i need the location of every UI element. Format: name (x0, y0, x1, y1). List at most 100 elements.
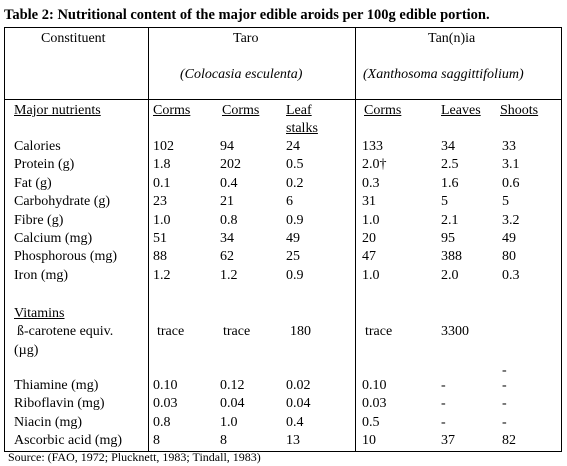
table-cell: 49 (502, 231, 516, 246)
table-cell: 0.8 (220, 212, 238, 228)
table-cell: 23 (153, 194, 167, 210)
table-cell: 0.9 (286, 212, 304, 228)
table-cell: 102 (153, 139, 174, 154)
table-cell: - (441, 378, 446, 393)
table-cell: 1.2 (153, 267, 171, 283)
carotene-value: 3300 (441, 324, 469, 339)
row-label: Fibre (g) (14, 212, 64, 228)
table-bottom-rule (4, 451, 562, 452)
table-cell: 133 (362, 139, 383, 154)
table-cell: 13 (286, 433, 300, 449)
table-cell: 5 (441, 194, 448, 210)
table-cell: 6 (286, 194, 293, 210)
table-cell: 3.2 (502, 212, 520, 228)
row-label: Fat (g) (14, 175, 52, 191)
table-cell: 0.5 (286, 157, 304, 173)
source-note: Source: (FAO, 1972; Plucknett, 1983; Tin… (8, 450, 261, 464)
table-top-rule (4, 27, 562, 28)
table-cell: 80 (502, 249, 516, 265)
row-label: Carbohydrate (g) (14, 194, 111, 210)
table-cell: 1.2 (220, 267, 238, 283)
table-left-border (4, 27, 5, 452)
table-title: Table 2: Nutritional content of the majo… (4, 7, 490, 23)
table-cell: 24 (286, 139, 300, 154)
table-cell: 0.10 (153, 378, 178, 393)
col-header-taro-corms-2: Corms (222, 103, 260, 118)
column-divider-1 (148, 27, 149, 452)
row-label: Calories (14, 139, 61, 154)
table-cell: 0.10 (362, 378, 387, 393)
table-cell: 1.8 (153, 157, 171, 173)
table-cell: 2.0† (362, 157, 387, 173)
table-cell: 1.0 (362, 212, 380, 228)
table-cell: 0.6 (502, 175, 520, 191)
table-cell: 2.0 (441, 267, 459, 283)
table-cell: 388 (441, 249, 462, 265)
table-cell: 0.4 (286, 414, 304, 430)
header-tannia-scientific: (Xanthosoma saggittifolium) (363, 67, 524, 82)
carotene-value: trace (223, 324, 251, 339)
carotene-value: trace (157, 324, 185, 339)
col-header-tannia-corms: Corms (364, 103, 402, 118)
carotene-value: 180 (290, 324, 311, 339)
table-cell: 1.0 (153, 212, 171, 228)
carotene-unit: (µg) (14, 343, 39, 358)
table-cell: 202 (220, 157, 241, 173)
table-cell: 21 (220, 194, 234, 210)
table-right-border (561, 27, 562, 452)
row-label: Protein (g) (14, 157, 75, 173)
table-cell: 88 (153, 249, 167, 265)
col-header-leaf-stalks-line2: stalks (286, 121, 318, 136)
table-cell: 34 (441, 139, 455, 154)
table-cell: 0.03 (153, 396, 178, 412)
table-cell: 1.0 (220, 414, 238, 430)
carotene-label: ß-carotene equiv. (17, 324, 114, 339)
table-cell: 34 (220, 231, 234, 246)
table-cell: 62 (220, 249, 234, 265)
table-cell: 31 (362, 194, 376, 210)
table-cell: 1.6 (441, 175, 459, 191)
table-cell: 3.1 (502, 157, 520, 173)
header-rule (4, 99, 562, 100)
table-cell: 47 (362, 249, 376, 265)
table-cell: 5 (502, 194, 509, 210)
col-header-shoots: Shoots (500, 103, 539, 118)
row-label: Thiamine (mg) (14, 378, 99, 393)
table-cell: - (502, 378, 507, 393)
row-label: Niacin (mg) (14, 414, 83, 430)
table-cell: 0.9 (286, 267, 304, 283)
table-cell: 0.3 (362, 175, 380, 191)
table-cell: 37 (441, 433, 455, 449)
table-cell: 0.03 (362, 396, 387, 412)
table-cell: - (441, 414, 446, 430)
table-cell: 95 (441, 231, 455, 246)
carotene-value: trace (365, 324, 393, 339)
table-cell: - (441, 396, 446, 412)
vitamins-heading: Vitamins (14, 306, 65, 321)
table-cell: 82 (502, 433, 516, 449)
row-label: Ascorbic acid (mg) (14, 433, 123, 449)
table-cell: 94 (220, 139, 234, 154)
row-label: Iron (mg) (14, 267, 69, 283)
col-header-leaves: Leaves (441, 103, 481, 118)
table-cell: 0.5 (362, 414, 380, 430)
table-cell: 2.1 (441, 212, 459, 228)
table-cell: - (502, 414, 507, 430)
table-cell: 0.4 (220, 175, 238, 191)
col-header-taro-corms: Corms (153, 103, 191, 118)
table-cell: 0.04 (286, 396, 311, 412)
row-label: Phosphorous (mg) (14, 249, 118, 265)
column-divider-2 (355, 27, 356, 452)
table-cell: 25 (286, 249, 300, 265)
table-cell: 0.8 (153, 414, 171, 430)
shoot-dash: - (502, 363, 507, 378)
table-cell: 0.02 (286, 378, 311, 393)
header-tannia: Tan(n)ia (428, 31, 476, 46)
table-cell: 33 (502, 139, 516, 154)
table-cell: - (502, 396, 507, 412)
table-cell: 0.1 (153, 175, 171, 191)
table-cell: 0.04 (220, 396, 245, 412)
table-cell: 8 (220, 433, 227, 449)
row-label: Riboflavin (mg) (14, 396, 105, 412)
table-cell: 51 (153, 231, 167, 246)
